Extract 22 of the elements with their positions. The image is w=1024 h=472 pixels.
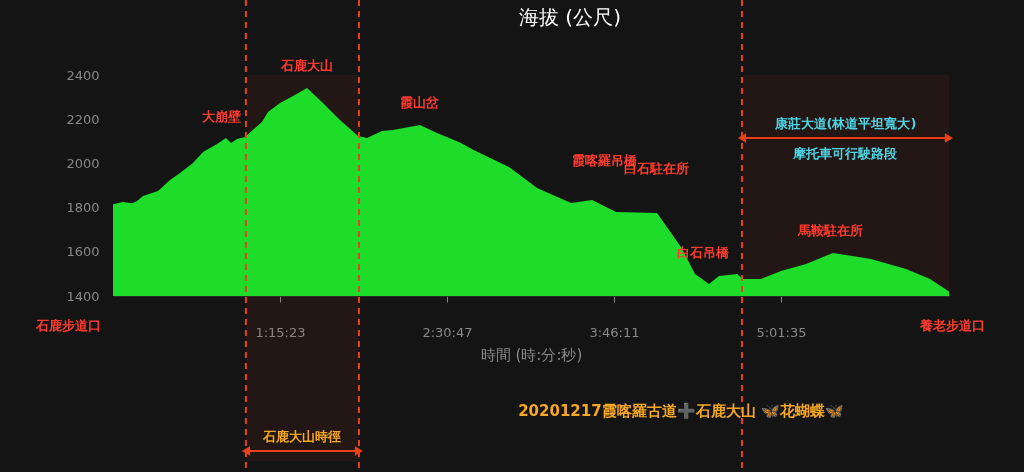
annotation: 白石吊橋: [677, 245, 731, 261]
x-tick-label: 5:01:35: [756, 324, 807, 340]
y-tick-label: 1800: [66, 200, 100, 216]
band-label: 康莊大道(林道平坦寬大) 摩托車可行駛路段: [773, 116, 917, 161]
y-tick-label: 1400: [66, 288, 100, 304]
x-tick-label: 2:30:47: [422, 324, 473, 340]
band-label: 石鹿大山時徑: [262, 429, 342, 444]
text: 石鹿步道口: [34, 318, 101, 333]
y-tick-label: 1600: [66, 244, 100, 260]
text: 養老步道口: [918, 318, 985, 333]
y-tick-label: 2000: [66, 155, 100, 171]
annotation: 大崩壁: [202, 109, 242, 125]
x-axis-title: 時間 (時:分:秒): [480, 345, 583, 364]
text: 20201217霞喀羅古道➕石鹿大山 🦋花蝴蝶🦋: [518, 402, 844, 420]
chart-title: 海拔 (公尺): [519, 5, 621, 29]
x-tick-label: 3:46:11: [589, 324, 640, 340]
y-tick-label: 2200: [66, 111, 100, 127]
annotation: 馬鞍駐在所: [797, 222, 864, 238]
x-tick-label: 1:15:23: [255, 324, 306, 340]
annotation: 霞山岔: [400, 94, 440, 110]
y-tick-label: 2400: [66, 67, 100, 83]
annotation: 石鹿大山: [280, 58, 334, 74]
